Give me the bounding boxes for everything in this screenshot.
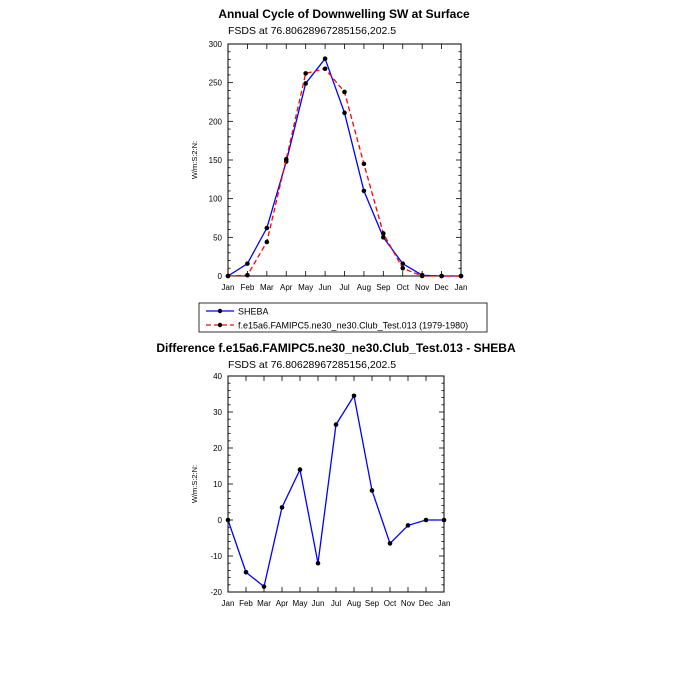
- legend-marker-sheba: [217, 308, 223, 314]
- data-point-0: [361, 188, 367, 194]
- data-point-0: [400, 261, 406, 266]
- diff-chart-title: Difference f.e15a6.FAMIPC5.ne30_ne30.Clu…: [156, 341, 516, 355]
- data-point-1: [381, 231, 386, 236]
- legend-box: [198, 302, 488, 333]
- legend-label-sheba: SHEBA: [238, 307, 269, 317]
- y-tick-label: 250: [209, 79, 223, 88]
- diff-y-tick-label: 40: [213, 372, 222, 381]
- diff-y-tick-label: 0: [218, 516, 223, 525]
- tick-layer: 0 50 100 150 200 250 300 Jan Feb Mar Apr May Jun Jul A…: [209, 40, 468, 292]
- plot-frame: [227, 43, 462, 277]
- diff-x-tick-label: Jul: [331, 599, 341, 608]
- x-tick-label: Oct: [397, 283, 410, 292]
- x-tick-label: Mar: [260, 283, 274, 292]
- data-point-1: [439, 273, 444, 279]
- diff-data-point-0: [441, 517, 447, 523]
- data-point-1: [342, 89, 347, 95]
- x-tick-label: Feb: [241, 283, 255, 292]
- diff-data-point-0: [243, 569, 249, 575]
- chart-title: Annual Cycle of Downwelling SW at Surfac…: [218, 7, 470, 21]
- data-point-1: [400, 265, 406, 271]
- legend: SHEBA f.e15a6.FAMIPC5.ne30_ne30.Club_Tes…: [198, 302, 488, 333]
- diff-data-point-0: [297, 467, 303, 472]
- data-point-1: [419, 273, 425, 279]
- y-axis-label: W/m:S:2:N:: [190, 141, 199, 179]
- annual-cycle-chart: Annual Cycle of Downwelling SW at Surfac…: [190, 7, 488, 333]
- diff-data-point-0: [351, 393, 357, 399]
- series-layer: [225, 56, 464, 279]
- diff-x-tick-label: Jun: [312, 599, 325, 608]
- diff-data-point-0: [225, 517, 231, 523]
- diff-x-tick-label: Jan: [222, 599, 235, 608]
- x-tick-label: Apr: [280, 283, 293, 292]
- legend-marker-model: [217, 322, 223, 328]
- x-tick-label: Jul: [339, 283, 349, 292]
- data-point-0: [342, 110, 347, 116]
- diff-y-axis-label: W/m:S:2:N:: [190, 465, 199, 503]
- difference-chart: Difference f.e15a6.FAMIPC5.ne30_ne30.Clu…: [156, 341, 516, 608]
- data-point-1: [264, 239, 270, 245]
- diff-x-tick-label: Dec: [419, 599, 433, 608]
- data-point-1: [303, 71, 308, 76]
- diff-x-tick-label: May: [292, 599, 307, 608]
- diff-y-tick-label: 10: [213, 480, 222, 489]
- diff-data-point-0: [423, 517, 429, 523]
- x-tick-label: Sep: [376, 283, 391, 292]
- data-point-0: [381, 235, 386, 240]
- x-tick-label: Jun: [319, 283, 332, 292]
- diff-x-tick-label: Nov: [401, 599, 415, 608]
- x-tick-label: May: [298, 283, 313, 292]
- data-point-1: [458, 273, 464, 279]
- data-point-1: [245, 272, 250, 278]
- diff-x-tick-label: Feb: [239, 599, 253, 608]
- x-tick-label: Jan: [455, 283, 468, 292]
- diff-x-tick-label: Sep: [365, 599, 380, 608]
- diff-data-point-0: [387, 541, 393, 546]
- data-point-0: [322, 56, 328, 61]
- x-tick-label: Dec: [434, 283, 448, 292]
- diff-x-tick-label: Oct: [384, 599, 397, 608]
- x-tick-label: Jan: [222, 283, 235, 292]
- diff-data-point-0: [369, 488, 375, 493]
- y-tick-label: 150: [209, 156, 223, 165]
- diff-x-tick-label: Apr: [276, 599, 289, 608]
- x-tick-label: Aug: [357, 283, 371, 292]
- diff-data-point-0: [315, 560, 321, 566]
- diff-x-tick-label: Aug: [347, 599, 361, 608]
- diff-plot-frame: [227, 375, 445, 593]
- diff-y-tick-label: 30: [213, 408, 222, 417]
- diff-x-tick-label: Mar: [257, 599, 271, 608]
- diff-y-tick-label: -20: [210, 588, 222, 597]
- data-point-0: [303, 81, 308, 86]
- legend-label-model: f.e15a6.FAMIPC5.ne30_ne30.Club_Test.013 …: [238, 321, 468, 331]
- data-point-0: [245, 261, 250, 266]
- diff-data-point-0: [333, 422, 339, 427]
- diff-x-tick-label: Jan: [438, 599, 451, 608]
- data-point-1: [225, 273, 231, 279]
- data-point-1: [361, 161, 367, 167]
- y-tick-label: 0: [218, 272, 223, 281]
- diff-chart-subtitle: FSDS at 76.80628967285156,202.5: [228, 359, 396, 371]
- diff-data-point-0: [261, 584, 267, 589]
- y-tick-label: 300: [209, 40, 223, 49]
- x-tick-label: Nov: [415, 283, 429, 292]
- y-tick-label: 50: [213, 233, 222, 242]
- diff-data-point-0: [405, 523, 411, 528]
- chart-subtitle: FSDS at 76.80628967285156,202.5: [228, 25, 396, 37]
- data-point-0: [264, 225, 270, 231]
- diff-y-tick-label: -10: [210, 552, 222, 561]
- series-line-1: [227, 68, 461, 277]
- diff-y-tick-label: 20: [213, 444, 222, 453]
- y-tick-label: 100: [209, 195, 223, 204]
- data-point-1: [283, 156, 289, 162]
- diff-data-point-0: [279, 505, 285, 510]
- y-tick-label: 200: [209, 117, 223, 126]
- data-point-1: [322, 66, 328, 72]
- diff-series-layer: [225, 393, 447, 589]
